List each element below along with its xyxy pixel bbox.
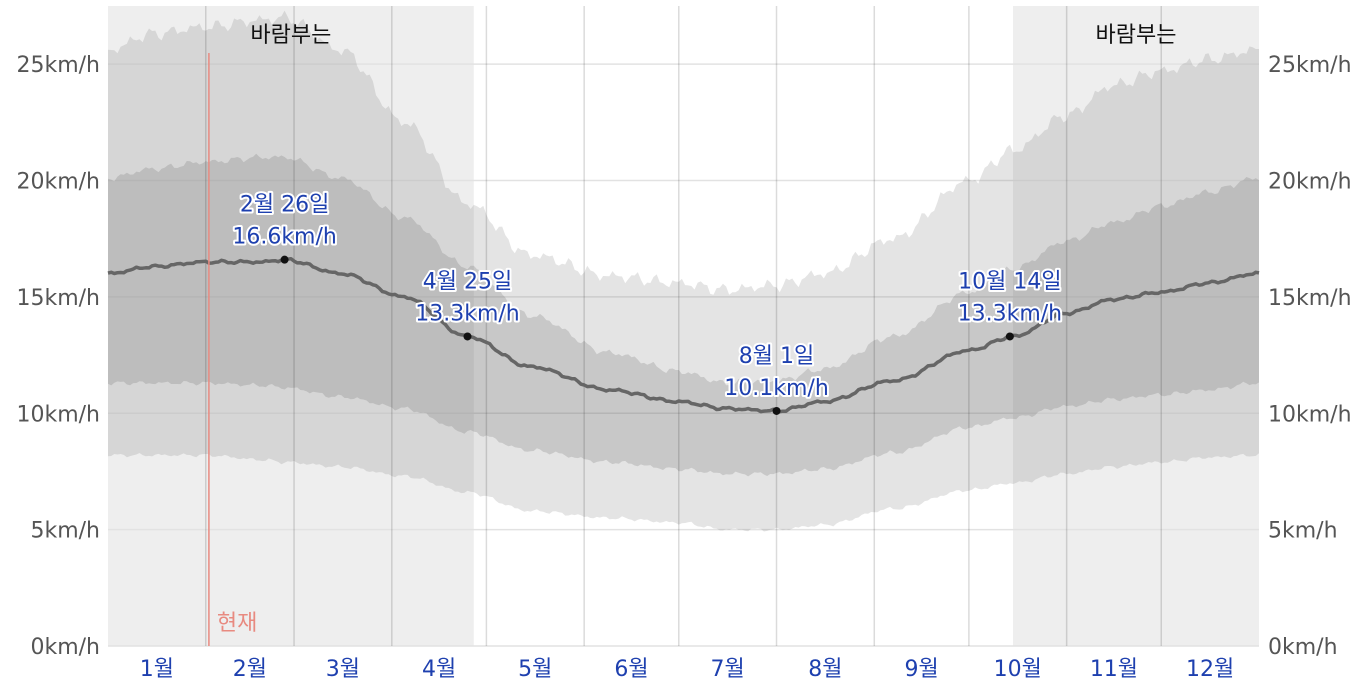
annotation-dot-4 <box>1005 332 1014 341</box>
annotation-dot-1 <box>280 255 289 264</box>
band-10-90-percentile <box>108 10 1259 532</box>
y-tick-left-0: 0km/h <box>30 635 100 660</box>
month-label-1: 1월 <box>140 657 174 682</box>
month-label-9: 9월 <box>904 657 938 682</box>
annotation-value-2: 13.3km/h <box>415 301 520 326</box>
average-line <box>107 256 1260 414</box>
annotation-dot-3 <box>772 406 781 415</box>
annotation-value-3: 10.1km/h <box>724 376 829 401</box>
month-label-7: 7월 <box>711 657 745 682</box>
season-label-1: 바람부는 <box>250 23 331 48</box>
y-tick-left-10: 10km/h <box>16 402 100 427</box>
month-label-4: 4월 <box>422 657 456 682</box>
month-label-10: 10월 <box>994 657 1042 682</box>
y-tick-left-5: 5km/h <box>30 519 100 544</box>
season-label-2: 바람부는 <box>1096 23 1177 48</box>
season-labels: 바람부는 바람부는 <box>250 23 1176 48</box>
annotation-date-2: 4월 25일 <box>423 269 512 294</box>
y-tick-right-15: 15km/h <box>1268 286 1352 311</box>
y-axis-left: 0km/h 5km/h 10km/h 15km/h 20km/h 25km/h <box>16 53 100 660</box>
y-tick-right-10: 10km/h <box>1268 402 1352 427</box>
band-25-75-percentile <box>108 153 1259 477</box>
month-label-12: 12월 <box>1186 657 1234 682</box>
y-tick-left-20: 20km/h <box>16 170 100 195</box>
month-label-11: 11월 <box>1090 657 1138 682</box>
y-tick-right-25: 25km/h <box>1268 53 1352 78</box>
annotations: 2월 26일 16.6km/h 4월 25일 13.3km/h 8월 1일 10.1km/… <box>230 191 1064 415</box>
x-axis-months: 1월 2월 3월 4월 5월 6월 7월 8월 9월 10월 11월 12월 <box>140 657 1234 682</box>
annotation-date-3: 8월 1일 <box>739 344 814 369</box>
now-label: 현재 <box>217 611 257 636</box>
y-tick-left-15: 15km/h <box>16 286 100 311</box>
average-line-group <box>107 256 1260 414</box>
annotation-dot-2 <box>463 332 472 341</box>
annotation-date-1: 2월 26일 <box>240 193 329 218</box>
y-tick-right-5: 5km/h <box>1268 519 1338 544</box>
current-date-marker: 현재 <box>208 53 257 646</box>
annotation-value-4: 13.3km/h <box>958 301 1063 326</box>
horizontal-gridlines <box>108 63 1259 647</box>
month-dividers <box>205 6 1162 646</box>
windy-season-shading <box>108 6 1259 646</box>
windy-season-band-1 <box>108 6 474 646</box>
month-label-3: 3월 <box>326 657 360 682</box>
y-tick-right-20: 20km/h <box>1268 170 1352 195</box>
percentile-bands <box>108 10 1259 532</box>
annotation-date-4: 10월 14일 <box>958 269 1061 294</box>
y-tick-right-0: 0km/h <box>1268 635 1338 660</box>
windy-season-band-2 <box>1013 6 1259 646</box>
annotation-value-1: 16.6km/h <box>232 225 337 250</box>
month-label-8: 8월 <box>808 657 842 682</box>
month-label-2: 2월 <box>233 657 267 682</box>
month-label-5: 5월 <box>518 657 552 682</box>
month-label-6: 6월 <box>614 657 648 682</box>
y-tick-left-25: 25km/h <box>16 53 100 78</box>
y-axis-right: 0km/h 5km/h 10km/h 15km/h 20km/h 25km/h <box>1268 53 1352 660</box>
